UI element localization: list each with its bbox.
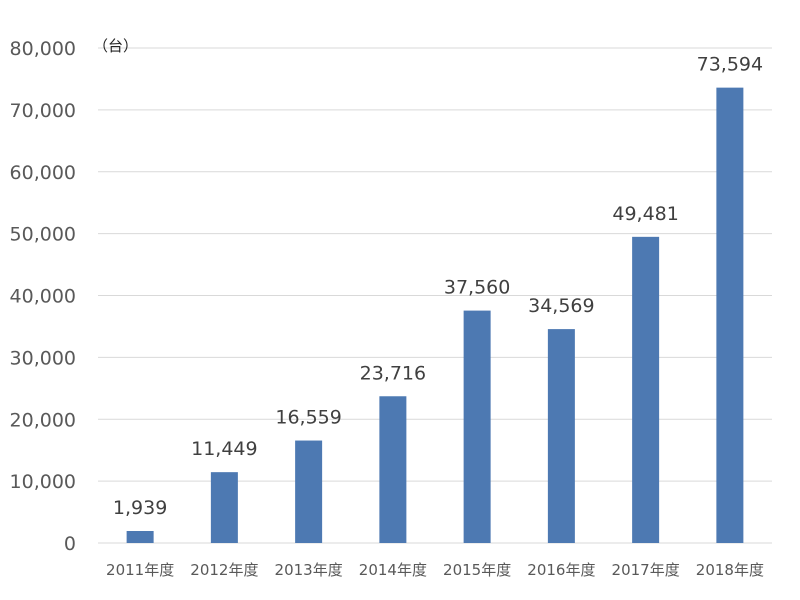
bar <box>547 329 575 543</box>
data-label: 23,716 <box>360 362 426 384</box>
data-label: 1,939 <box>113 497 167 519</box>
x-tick-label: 2016年度 <box>527 561 595 579</box>
bar <box>463 310 491 543</box>
y-tick-label: 50,000 <box>10 224 76 246</box>
x-tick-label: 2012年度 <box>190 561 258 579</box>
x-tick-label: 2015年度 <box>443 561 511 579</box>
data-label: 11,449 <box>191 438 257 460</box>
x-tick-label: 2014年度 <box>359 561 427 579</box>
x-tick-label: 2018年度 <box>696 561 764 579</box>
data-label: 16,559 <box>275 407 341 429</box>
bar <box>210 472 238 543</box>
y-tick-label: 70,000 <box>10 100 76 122</box>
y-tick-label: 80,000 <box>10 38 76 60</box>
x-axis-tick-labels: 2011年度 2012年度 2013年度 2014年度 2015年度 2016年度 2017… <box>106 561 764 579</box>
y-tick-label: 30,000 <box>10 347 76 369</box>
y-tick-label: 0 <box>64 533 76 555</box>
x-tick-label: 2017年度 <box>612 561 680 579</box>
y-tick-label: 20,000 <box>10 409 76 431</box>
data-labels: 1,939 11,449 16,559 23,716 37,560 34,569 49,48… <box>113 54 763 519</box>
x-tick-label: 2011年度 <box>106 561 174 579</box>
y-axis-tick-labels: 0 10,000 20,000 30,000 40,000 50,000 60,000 70,… <box>10 38 76 555</box>
gridlines <box>98 47 772 544</box>
x-tick-label: 2013年度 <box>275 561 343 579</box>
y-axis-unit-label: （台） <box>93 37 138 55</box>
y-tick-label: 60,000 <box>10 162 76 184</box>
bar <box>295 440 323 543</box>
data-label: 49,481 <box>612 203 678 225</box>
bar <box>716 87 744 544</box>
y-tick-label: 40,000 <box>10 286 76 308</box>
data-label: 34,569 <box>528 295 594 317</box>
bar <box>379 396 407 543</box>
data-label: 73,594 <box>697 54 763 76</box>
bar <box>632 236 660 544</box>
bar <box>126 531 154 543</box>
data-label: 37,560 <box>444 277 510 299</box>
y-tick-label: 10,000 <box>10 471 76 493</box>
bars <box>126 87 744 544</box>
